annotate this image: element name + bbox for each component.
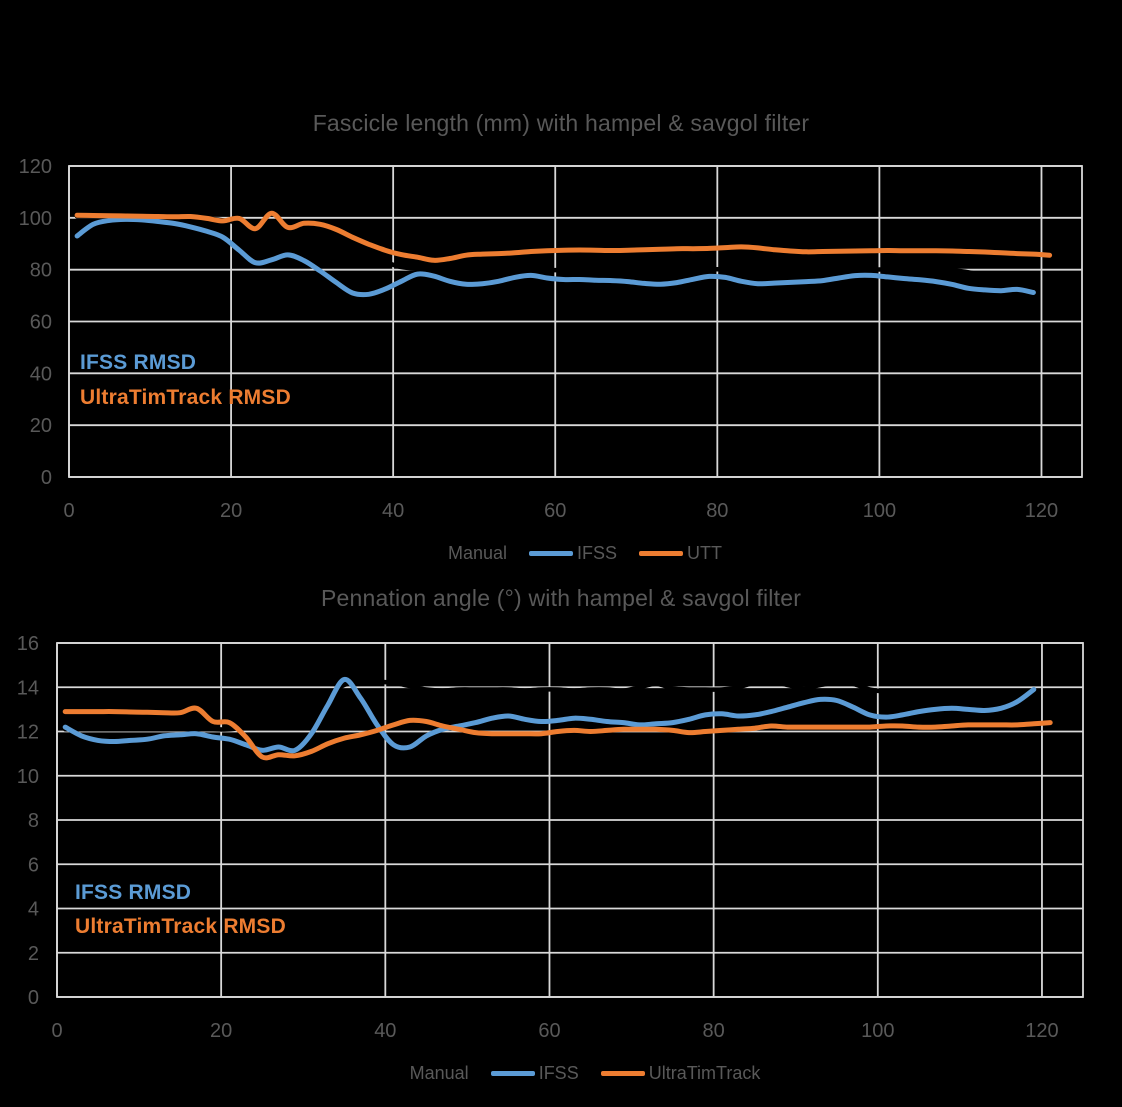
- x-tick-label: 0: [63, 500, 74, 522]
- series-line-ifss: [74, 216, 1036, 298]
- x-tick-label: 120: [1025, 500, 1058, 522]
- pennation-ifss-rmsd-label: IFSS RMSD: [75, 881, 192, 904]
- y-tick-label: 12: [17, 722, 39, 744]
- series-line-ifss: [62, 677, 1037, 754]
- series-line-manual: [74, 214, 1036, 293]
- legend-label-ifss: IFSS: [577, 543, 618, 563]
- y-tick-label: 14: [17, 677, 39, 699]
- x-tick-label: 80: [706, 500, 728, 522]
- series-line-manual: [62, 679, 1037, 732]
- fascicle-legend: Manual IFSS UTT: [0, 543, 1122, 564]
- pennation-utt-rmsd-label: UltraTimTrack RMSD: [75, 915, 286, 938]
- x-tick-label: 20: [210, 1020, 232, 1042]
- y-tick-label: 10: [17, 766, 39, 788]
- legend-item-ifss[interactable]: IFSS: [529, 543, 617, 564]
- y-tick-label: 16: [17, 633, 39, 655]
- series-line-ultratimtrack: [62, 705, 1053, 761]
- y-tick-label: 80: [30, 260, 52, 282]
- utt-line-swatch: [639, 551, 684, 556]
- legend-label-manual: Manual: [409, 1063, 469, 1083]
- y-tick-label: 0: [28, 987, 39, 1009]
- y-tick-label: 4: [28, 899, 39, 921]
- ifss-line-swatch: [529, 551, 574, 556]
- fascicle-utt-rmsd-label: UltraTimTrack RMSD: [80, 386, 291, 409]
- legend-label-ifss: IFSS: [538, 1063, 579, 1083]
- y-tick-label: 120: [19, 156, 52, 178]
- y-tick-label: 60: [30, 312, 52, 334]
- x-tick-label: 80: [703, 1020, 725, 1042]
- x-tick-label: 60: [538, 1020, 560, 1042]
- ultratimtrack-line-swatch: [600, 1071, 645, 1076]
- ifss-line-swatch: [490, 1071, 535, 1076]
- manual-line-swatch: [361, 1071, 406, 1076]
- manual-line-swatch: [399, 551, 444, 556]
- y-tick-label: 20: [30, 415, 52, 437]
- legend-item-manual[interactable]: Manual: [399, 543, 508, 564]
- x-tick-label: 0: [51, 1020, 62, 1042]
- x-tick-label: 40: [374, 1020, 396, 1042]
- fascicle-chart-title: Fascicle length (mm) with hampel & savgo…: [312, 110, 810, 136]
- x-tick-label: 100: [861, 1020, 894, 1042]
- x-tick-label: 100: [863, 500, 896, 522]
- series-line-utt: [74, 210, 1053, 263]
- x-tick-label: 20: [220, 500, 242, 522]
- x-tick-label: 120: [1025, 1020, 1058, 1042]
- y-tick-label: 2: [28, 943, 39, 965]
- x-tick-label: 40: [382, 500, 404, 522]
- legend-label-manual: Manual: [447, 543, 508, 563]
- legend-item-utt[interactable]: UTT: [639, 543, 722, 564]
- legend-label-ultratimtrack: UltraTimTrack: [648, 1063, 761, 1083]
- pennation-legend: Manual IFSS UltraTimTrack: [0, 1063, 1122, 1084]
- plot-border: [68, 165, 1083, 478]
- plot-border: [56, 642, 1084, 998]
- legend-item-ultratimtrack[interactable]: UltraTimTrack: [600, 1063, 761, 1084]
- pennation-chart-title: Pennation angle (°) with hampel & savgol…: [320, 585, 802, 611]
- legend-item-ifss[interactable]: IFSS: [490, 1063, 579, 1084]
- y-tick-label: 40: [30, 363, 52, 385]
- fascicle-ifss-rmsd-label: IFSS RMSD: [80, 351, 197, 374]
- x-tick-label: 60: [544, 500, 566, 522]
- y-tick-label: 100: [19, 208, 52, 230]
- y-tick-label: 0: [41, 467, 52, 489]
- legend-label-utt: UTT: [687, 543, 723, 563]
- y-tick-label: 6: [28, 854, 39, 876]
- y-tick-label: 8: [28, 810, 39, 832]
- legend-item-manual[interactable]: Manual: [361, 1063, 469, 1084]
